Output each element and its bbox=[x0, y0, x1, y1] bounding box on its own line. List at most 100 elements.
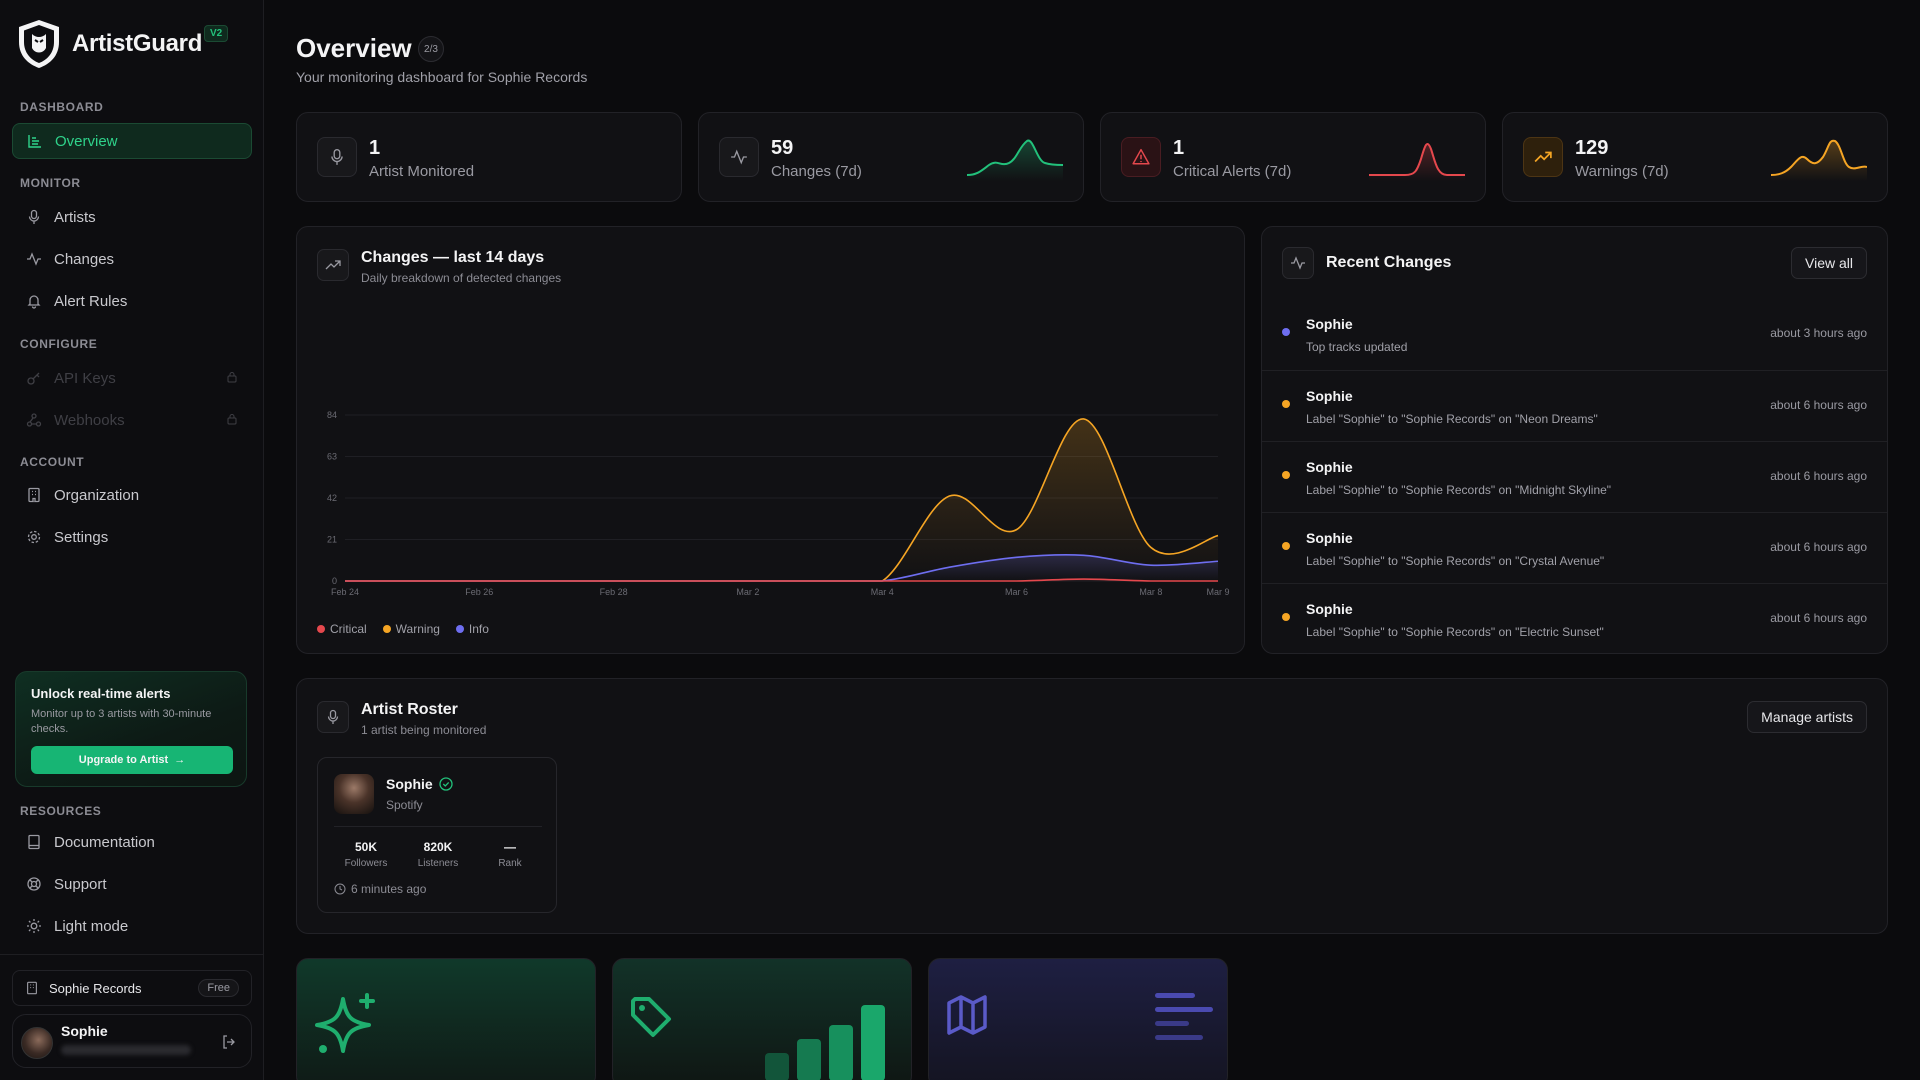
sidebar-item-documentation[interactable]: Documentation bbox=[12, 824, 252, 860]
legend-label: Info bbox=[468, 622, 489, 636]
status-dot bbox=[1282, 400, 1290, 408]
artist-name: Sophie bbox=[386, 776, 433, 792]
webhook-icon bbox=[26, 413, 42, 427]
sidebar-item-label: Alert Rules bbox=[54, 292, 128, 310]
artist-card[interactable]: Sophie Spotify 50K Followers 820K Listener… bbox=[317, 757, 557, 913]
view-all-button[interactable]: View all bbox=[1791, 247, 1867, 279]
x-tick-label: Feb 24 bbox=[331, 587, 359, 597]
sidebar-item-api-keys[interactable]: API Keys bbox=[12, 360, 252, 396]
org-switcher[interactable]: Sophie Records Free bbox=[12, 970, 252, 1006]
section-dashboard: DASHBOARD bbox=[20, 100, 104, 114]
legend-label: Critical bbox=[330, 622, 367, 636]
list-item[interactable]: Sophie Label "Sophie" to "Sophie Records… bbox=[1262, 512, 1887, 583]
sidebar-item-organization[interactable]: Organization bbox=[12, 477, 252, 513]
change-time: about 6 hours ago bbox=[1770, 398, 1867, 412]
stat-followers: 50K Followers bbox=[344, 840, 388, 869]
user-name: Sophie bbox=[61, 1023, 108, 1039]
sidebar-item-label: Artists bbox=[54, 208, 96, 226]
user-email-redacted bbox=[61, 1045, 191, 1055]
sidebar-item-changes[interactable]: Changes bbox=[12, 241, 252, 277]
logout-icon[interactable] bbox=[221, 1034, 237, 1050]
app-logo[interactable]: ArtistGuard bbox=[16, 18, 202, 70]
change-description: Label "Sophie" to "Sophie Records" on "M… bbox=[1306, 483, 1612, 497]
stat-label: Changes (7d) bbox=[771, 163, 862, 180]
artist-updated: 6 minutes ago bbox=[334, 882, 426, 896]
upgrade-button[interactable]: Upgrade to Artist → bbox=[31, 746, 233, 774]
status-dot bbox=[1282, 613, 1290, 621]
change-description: Top tracks updated bbox=[1306, 340, 1408, 354]
promo-tile-sparkles[interactable] bbox=[296, 958, 596, 1080]
user-menu[interactable]: Sophie bbox=[12, 1014, 252, 1068]
chart-icon bbox=[28, 135, 41, 148]
series-line-critical bbox=[344, 578, 1218, 582]
list-item[interactable]: Sophie Label "Sophie" to "Sophie Records… bbox=[1262, 441, 1887, 512]
chart-subtitle: Daily breakdown of detected changes bbox=[361, 271, 562, 285]
legend-item-warning[interactable]: Warning bbox=[382, 622, 440, 636]
sidebar-item-light-mode[interactable]: Light mode bbox=[12, 908, 252, 944]
stat-value: 59 bbox=[771, 137, 794, 159]
change-artist: Sophie bbox=[1306, 316, 1353, 332]
recent-changes-card: Recent Changes View all Sophie Top track… bbox=[1261, 226, 1888, 654]
list-item[interactable]: Sophie Label "Sophie" to "Sophie Records… bbox=[1262, 583, 1887, 653]
change-artist: Sophie bbox=[1306, 459, 1353, 475]
updated-time: 6 minutes ago bbox=[351, 882, 427, 896]
stat-icon-box bbox=[317, 137, 357, 177]
y-tick-label: 42 bbox=[327, 493, 337, 503]
text-lines-icon bbox=[1155, 993, 1213, 1040]
sidebar-divider bbox=[0, 954, 263, 955]
sidebar-item-alert-rules[interactable]: Alert Rules bbox=[12, 283, 252, 319]
sidebar-item-label: Documentation bbox=[54, 833, 155, 851]
mic-icon bbox=[28, 209, 40, 224]
stat-card-critical[interactable]: 1 Critical Alerts (7d) bbox=[1100, 112, 1486, 202]
sidebar-item-overview[interactable]: Overview bbox=[12, 123, 252, 159]
upgrade-title: Unlock real-time alerts bbox=[31, 686, 171, 701]
mic-icon bbox=[331, 149, 343, 165]
x-tick-label: Feb 26 bbox=[465, 587, 493, 597]
sidebar-item-support[interactable]: Support bbox=[12, 866, 252, 902]
gear-icon bbox=[27, 530, 41, 544]
legend-label: Warning bbox=[395, 622, 440, 636]
sidebar-item-settings[interactable]: Settings bbox=[12, 519, 252, 555]
arrow-right-icon: → bbox=[174, 754, 186, 766]
manage-artists-button[interactable]: Manage artists bbox=[1747, 701, 1867, 733]
trending-up-icon bbox=[325, 260, 341, 270]
alert-triangle-icon bbox=[1132, 148, 1150, 165]
legend-swatch bbox=[382, 625, 391, 633]
legend-item-critical[interactable]: Critical bbox=[317, 622, 367, 636]
sparkline-critical bbox=[1369, 143, 1465, 181]
y-tick-label: 84 bbox=[327, 410, 337, 420]
promo-tile-tags[interactable] bbox=[612, 958, 912, 1080]
stat-value: 1 bbox=[1173, 137, 1185, 159]
book-icon bbox=[28, 834, 40, 850]
legend-item-info[interactable]: Info bbox=[455, 622, 489, 636]
divider bbox=[334, 826, 542, 827]
status-dot bbox=[1282, 328, 1290, 336]
bell-icon bbox=[27, 295, 41, 309]
section-account: ACCOUNT bbox=[20, 455, 85, 469]
stat-listeners: 820K Listeners bbox=[417, 840, 459, 869]
activity-icon bbox=[1291, 256, 1305, 270]
x-tick-label: Mar 4 bbox=[871, 587, 894, 597]
stat-card-warnings[interactable]: 129 Warnings (7d) bbox=[1502, 112, 1888, 202]
upgrade-body: Monitor up to 3 artists with 30-minute c… bbox=[31, 708, 212, 735]
x-tick-label: Feb 28 bbox=[600, 587, 628, 597]
sidebar-item-webhooks[interactable]: Webhooks bbox=[12, 402, 252, 438]
stat-label: Warnings (7d) bbox=[1575, 163, 1669, 180]
change-time: about 6 hours ago bbox=[1770, 540, 1867, 554]
artist-name-row: Sophie bbox=[386, 776, 453, 792]
upgrade-card: Unlock real-time alerts Monitor up to 3 … bbox=[15, 671, 247, 787]
x-tick-label: Mar 2 bbox=[736, 587, 759, 597]
stat-icon-box bbox=[719, 137, 759, 177]
promo-tile-map[interactable] bbox=[928, 958, 1228, 1080]
list-item[interactable]: Sophie Label "Sophie" to "Sophie Records… bbox=[1262, 370, 1887, 441]
artist-avatar bbox=[334, 774, 374, 814]
stat-value: 129 bbox=[1575, 137, 1609, 159]
list-item[interactable]: Sophie Top tracks updated about 3 hours … bbox=[1262, 299, 1887, 370]
page-title: Overview bbox=[296, 33, 412, 63]
sidebar-item-artists[interactable]: Artists bbox=[12, 199, 252, 235]
stat-card-changes[interactable]: 59 Changes (7d) bbox=[698, 112, 1084, 202]
stat-card-artists[interactable]: 1 Artist Monitored bbox=[296, 112, 682, 202]
panel-icon-box bbox=[1282, 247, 1314, 279]
avatar bbox=[21, 1027, 53, 1059]
sidebar-item-label: Webhooks bbox=[54, 411, 125, 429]
